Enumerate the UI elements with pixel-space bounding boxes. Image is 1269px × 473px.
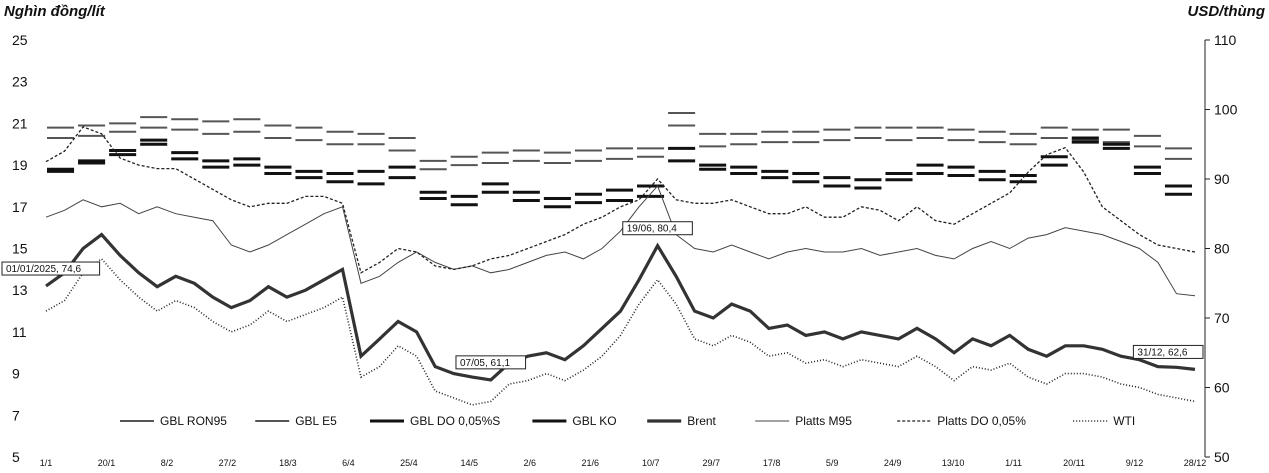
series-gbl-e5	[47, 124, 1192, 171]
x-tick-label: 1/1	[40, 458, 53, 468]
left-tick-label: 21	[12, 115, 28, 131]
series-gbl-do-0-05-s	[47, 140, 1192, 209]
left-tick-label: 15	[12, 241, 28, 257]
series-platts-do-0-05-line	[45, 126, 1196, 274]
x-tick-label: 20/11	[1063, 458, 1085, 468]
left-tick-label: 9	[12, 366, 20, 382]
annotations: 01/01/2025, 74,6 19/06, 80,4 07/05, 61,1 31…	[1, 221, 1204, 370]
series-platts-do-0-05	[45, 126, 1196, 274]
x-tick-label: 17/8	[763, 458, 781, 468]
legend-item-brent: Brent	[647, 414, 717, 428]
right-tick-label: 90	[1214, 171, 1230, 187]
annotation-label: 07/05, 61,1	[460, 358, 510, 369]
annotation-label: 31/12, 62,6	[1137, 347, 1187, 358]
legend-item-platts-do-0-05: Platts DO 0,05%	[897, 414, 1026, 428]
legend-label: GBL KO	[572, 414, 616, 428]
left-tick-label: 7	[12, 407, 20, 423]
legend-label: WTI	[1113, 414, 1135, 428]
legend-item-gbl-ron95: GBL RON95	[120, 414, 227, 428]
legend-item-gbl-e5: GBL E5	[255, 414, 337, 428]
annotation-box	[1132, 344, 1204, 359]
left-tick-label: 23	[12, 74, 28, 90]
legend-item-gbl-do-0-05-s: GBL DO 0,05%S	[370, 414, 500, 428]
left-tick-label: 25	[12, 32, 28, 48]
legend-label: Platts M95	[795, 414, 852, 428]
left-tick-label: 13	[12, 282, 28, 298]
x-tick-label: 9/12	[1126, 458, 1144, 468]
x-tick-label: 24/9	[884, 458, 902, 468]
x-tick-label: 25/4	[400, 458, 418, 468]
right-tick-label: 60	[1214, 380, 1230, 396]
legend-label: Brent	[687, 414, 716, 428]
series-brent	[45, 232, 1196, 382]
x-tick-label: 29/7	[702, 458, 720, 468]
left-tick-label: 19	[12, 157, 28, 173]
legend: GBL RON95 GBL E5 GBL DO 0,05%S GBL KO Brent P…	[120, 414, 1135, 428]
annotation-box	[622, 221, 693, 236]
left-tick-label: 5	[12, 449, 20, 465]
legend-item-gbl-ko: GBL KO	[532, 414, 617, 428]
series-wti-line	[45, 257, 1196, 406]
right-tick-label: 70	[1214, 310, 1230, 326]
series-wti	[45, 257, 1196, 406]
annotation-label: 19/06, 80,4	[627, 224, 677, 235]
right-tick-label: 110	[1214, 32, 1237, 48]
left-tick-label: 11	[12, 324, 27, 340]
series-platts-m95	[45, 184, 1196, 297]
x-tick-label: 1/11	[1005, 458, 1022, 468]
x-tick-label: 27/2	[219, 458, 237, 468]
annotation-box	[1, 261, 101, 276]
left-tick-label: 17	[12, 199, 28, 215]
x-axis: 1/1 20/1 8/2 27/2 18/3 6/4 25/4 14/5 2/6 21/6 10/7…	[40, 458, 1207, 468]
legend-label: GBL DO 0,05%S	[410, 414, 500, 428]
series-brent-line	[45, 232, 1196, 382]
series-gbl-ron95	[47, 111, 1192, 162]
x-tick-label: 20/1	[98, 458, 116, 468]
right-tick-label: 50	[1214, 449, 1230, 465]
right-axis-title: USD/thùng	[1188, 3, 1265, 20]
legend-item-wti: WTI	[1073, 414, 1135, 428]
left-axis: 25 23 21 19 17 15 13 11 9 7 5	[12, 32, 28, 465]
annotation-box	[455, 355, 527, 370]
right-tick-label: 80	[1214, 241, 1230, 257]
annotation-label: 01/01/2025, 74,6	[6, 264, 82, 275]
right-tick-label: 100	[1214, 102, 1238, 118]
x-tick-label: 6/4	[342, 458, 355, 468]
legend-item-platts-m95: Platts M95	[755, 414, 852, 428]
legend-label: Platts DO 0,05%	[937, 414, 1026, 428]
legend-label: GBL E5	[295, 414, 337, 428]
x-tick-label: 14/5	[461, 458, 479, 468]
legend-label: GBL RON95	[160, 414, 227, 428]
x-tick-label: 10/7	[642, 458, 660, 468]
x-tick-label: 21/6	[581, 458, 599, 468]
right-axis: 110 100 90 80 70 60 50	[1204, 32, 1238, 465]
x-tick-label: 8/2	[161, 458, 174, 468]
series-platts-m95-line	[45, 184, 1196, 297]
x-tick-label: 5/9	[826, 458, 839, 468]
x-tick-label: 18/3	[279, 458, 297, 468]
x-tick-label: 13/10	[942, 458, 965, 468]
left-axis-title: Nghìn đồng/lít	[4, 3, 106, 20]
plot-area	[45, 111, 1196, 406]
x-tick-label: 2/6	[524, 458, 537, 468]
x-tick-label: 28/12	[1184, 458, 1207, 468]
